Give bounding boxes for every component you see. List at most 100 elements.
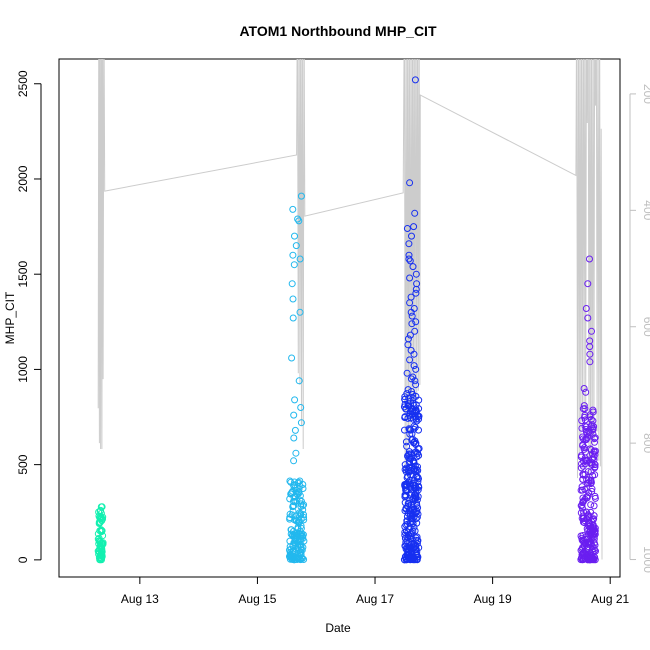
- data-point: [404, 341, 412, 349]
- data-point: [408, 496, 416, 504]
- data-point: [408, 430, 416, 438]
- data-point: [589, 454, 597, 462]
- data-point: [407, 515, 415, 523]
- data-point: [588, 485, 596, 493]
- x-tick-label: Aug 17: [356, 592, 394, 606]
- data-point: [413, 533, 421, 541]
- data-point: [584, 280, 592, 288]
- data-point: [411, 76, 419, 84]
- data-point: [591, 434, 599, 442]
- data-point: [582, 305, 590, 312]
- data-point: [411, 527, 419, 535]
- data-point: [583, 435, 590, 443]
- data-point: [586, 350, 594, 358]
- data-point: [581, 411, 589, 419]
- y2-line-series: [97, 59, 603, 560]
- data-point: [290, 261, 298, 269]
- data-point: [410, 425, 418, 433]
- data-point: [406, 410, 414, 418]
- data-point: [291, 493, 299, 501]
- x-tick-label: Aug 21: [591, 592, 629, 606]
- data-point: [584, 314, 592, 322]
- data-point: [583, 525, 591, 533]
- data-point: [297, 550, 305, 558]
- data-point: [406, 542, 414, 550]
- y2-tick-label: 1000: [641, 546, 650, 573]
- data-point: [404, 452, 411, 460]
- data-point: [412, 489, 420, 497]
- data-point: [411, 377, 419, 385]
- data-point: [294, 215, 302, 223]
- data-point: [411, 412, 419, 420]
- data-point: [400, 403, 408, 411]
- data-point: [578, 504, 586, 512]
- y2-tick-label: 800: [641, 433, 650, 453]
- data-point: [295, 377, 303, 385]
- data-point: [289, 314, 297, 322]
- data-point: [410, 422, 418, 430]
- data-point: [412, 270, 420, 278]
- data-point: [291, 535, 299, 543]
- y2-tick-label: 400: [641, 200, 650, 220]
- data-point: [297, 515, 305, 523]
- data-point: [296, 308, 304, 316]
- data-point: [98, 503, 106, 511]
- data-point: [290, 457, 298, 465]
- data-point: [295, 217, 303, 225]
- data-point: [412, 515, 420, 523]
- data-point: [581, 448, 589, 456]
- data-point: [413, 466, 421, 474]
- x-axis-label: Date: [325, 621, 351, 635]
- data-point: [580, 514, 588, 522]
- data-point: [292, 449, 300, 457]
- data-point: [290, 532, 298, 540]
- data-point: [406, 471, 414, 479]
- data-point: [587, 468, 595, 476]
- data-point: [408, 410, 416, 418]
- data-point: [590, 502, 598, 510]
- data-point: [97, 509, 105, 517]
- data-point: [298, 554, 306, 562]
- data-point: [412, 365, 420, 373]
- data-point: [586, 343, 594, 351]
- data-point: [579, 549, 587, 557]
- data-point: [402, 438, 410, 446]
- data-point: [286, 477, 294, 485]
- data-point: [577, 464, 585, 472]
- data-point: [403, 442, 411, 450]
- data-point: [578, 501, 586, 509]
- data-point: [409, 263, 417, 271]
- data-point: [297, 419, 305, 427]
- data-point: [591, 438, 598, 446]
- data-point: [585, 523, 593, 530]
- data-point: [405, 466, 413, 474]
- data-point: [408, 232, 415, 240]
- data-point: [407, 308, 415, 316]
- data-point: [300, 513, 308, 521]
- data-point: [586, 255, 593, 263]
- data-point: [406, 299, 414, 307]
- data-point: [582, 423, 590, 431]
- data-point: [98, 541, 105, 549]
- data-point: [413, 519, 421, 527]
- y-tick-label: 2500: [16, 70, 30, 97]
- data-point: [414, 510, 422, 518]
- data-point: [296, 492, 304, 500]
- data-point: [410, 362, 418, 370]
- data-point: [288, 354, 296, 362]
- data-point: [407, 375, 415, 383]
- data-point: [294, 524, 302, 531]
- data-point: [586, 358, 594, 366]
- data-point: [296, 509, 304, 517]
- data-point: [582, 428, 590, 435]
- data-point: [587, 446, 595, 454]
- data-point: [290, 434, 298, 442]
- data-point: [292, 242, 300, 250]
- data-point: [293, 556, 301, 563]
- data-point: [287, 545, 295, 553]
- data-point: [413, 472, 421, 480]
- data-point: [579, 405, 587, 413]
- data-point: [412, 536, 420, 544]
- data-point: [579, 470, 587, 478]
- data-point: [289, 205, 297, 213]
